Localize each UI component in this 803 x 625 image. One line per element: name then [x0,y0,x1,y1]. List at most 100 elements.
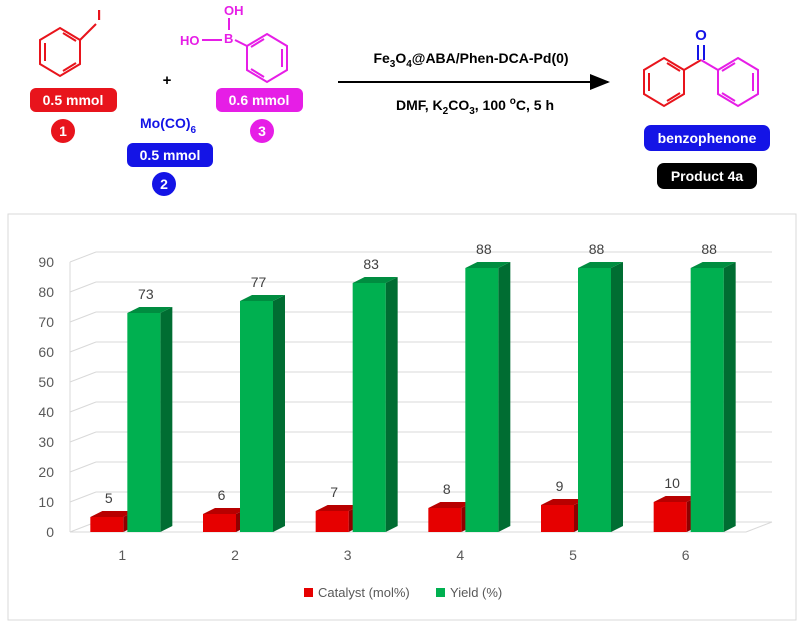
x-tick-label: 5 [569,547,577,563]
boron-oh-top: OH [224,3,244,18]
reagent3-structure: OH B HO [180,3,288,84]
svg-text:benzophenone: benzophenone [658,130,757,146]
reagent3-amount-badge: 0.6 mmol [216,88,303,112]
legend-swatch [304,588,313,597]
gridline-depth [69,311,97,323]
svg-text:0.5 mmol: 0.5 mmol [140,147,201,163]
svg-text:3: 3 [258,123,266,139]
reagent1-number-badge: 1 [51,119,75,143]
bar-yield-side [498,262,511,532]
reagent1-structure: I [39,7,101,78]
gridline-depth [69,431,97,443]
bar-yield-side [611,262,623,532]
data-label-yield: 88 [701,241,717,257]
plus-sign: + [163,72,172,89]
bar-yield-side [385,277,398,532]
bar-catalyst [203,514,236,532]
benzene-ring-red [39,26,81,78]
data-label-catalyst: 9 [556,478,564,494]
y-tick-label: 60 [38,344,54,360]
y-tick-label: 70 [38,314,54,330]
data-label-yield: 88 [476,241,492,257]
legend-label: Catalyst (mol%) [318,585,410,600]
reaction-scheme: I 0.5 mmol 1 + Mo(CO)6 0.5 mmol 2 OH B H [30,3,770,196]
bar-yield [127,313,161,532]
boron-label: B [224,31,233,46]
product-name-badge: benzophenone [644,125,770,151]
bar-catalyst [428,508,462,532]
bar-yield-side [160,307,173,532]
y-tick-label: 30 [38,434,54,450]
reagent2-number-badge: 2 [152,172,176,196]
data-label-catalyst: 7 [330,484,338,500]
gridline-depth [69,461,97,473]
y-tick-label: 80 [38,284,54,300]
y-tick-label: 50 [38,374,54,390]
bar-yield-top [240,295,285,301]
bar-yield-side [273,295,285,532]
bar-catalyst-top [203,508,248,514]
conditions-catalyst: Fe3O4@ABA/Phen-DCA-Pd(0) [373,50,568,70]
svg-text:0.6 mmol: 0.6 mmol [229,92,290,108]
boron-oh-left: HO [180,33,200,48]
bar-catalyst-top [428,502,474,508]
reagent1-amount-badge: 0.5 mmol [30,88,117,112]
bar-yield-top [578,262,623,268]
iodine-label: I [97,7,101,24]
x-tick-label: 6 [682,547,690,563]
data-label-yield: 83 [363,256,379,272]
product-label-badge: Product 4a [657,163,757,189]
x-tick-label: 4 [456,547,464,563]
x-tick-label: 3 [344,547,352,563]
reagent2-amount-badge: 0.5 mmol [127,143,213,167]
gridline-depth [69,401,97,413]
bar-catalyst [90,517,124,532]
data-label-catalyst: 5 [105,490,113,506]
benzene-ring-magenta [246,32,288,84]
bar-yield [578,268,611,532]
carbonyl-oxygen: O [695,27,707,44]
bar-catalyst-top [90,511,136,517]
y-tick-label: 10 [38,494,54,510]
bar-yield [465,268,499,532]
svg-text:0.5 mmol: 0.5 mmol [43,92,104,108]
svg-text:1: 1 [59,123,67,139]
data-label-catalyst: 6 [218,487,226,503]
bar-yield-top [352,277,398,283]
gridline-depth [69,371,97,383]
bar-catalyst-top [653,496,699,502]
y-tick-label: 20 [38,464,54,480]
conditions-solvent-base: DMF, K2CO3, 100 oC, 5 h [396,96,554,117]
product-ring-right [717,56,759,108]
data-label-yield: 73 [138,286,154,302]
x-tick-label: 1 [118,547,126,563]
gridline-depth [69,251,97,263]
bar-yield-top [465,262,511,268]
legend-swatch [436,588,445,597]
product-ring-left [643,56,685,108]
product-structure: O [643,27,759,108]
x-tick-label: 2 [231,547,239,563]
bar-yield-top [690,262,736,268]
data-label-yield: 88 [589,241,605,257]
legend-label: Yield (%) [450,585,502,600]
reagent2-name: Mo(CO)6 [140,115,197,136]
gridline-depth [69,341,97,353]
y-tick-label: 40 [38,404,54,420]
data-label-yield: 77 [251,274,267,290]
bar-yield-top [127,307,173,313]
bar-catalyst [541,505,574,532]
y-tick-label: 0 [46,524,54,540]
bar-catalyst-top [315,505,361,511]
bar-chart: 0102030405060708090573167727833888498851… [38,241,773,600]
floor-edge-depth [745,521,773,533]
bar-yield [240,301,273,532]
data-label-catalyst: 10 [664,475,680,491]
bar-yield-side [723,262,736,532]
gridline-depth [69,281,97,293]
bar-yield [690,268,724,532]
c-i-bond [79,23,97,41]
reagent3-number-badge: 3 [250,119,274,143]
bar-catalyst-top [541,499,586,505]
